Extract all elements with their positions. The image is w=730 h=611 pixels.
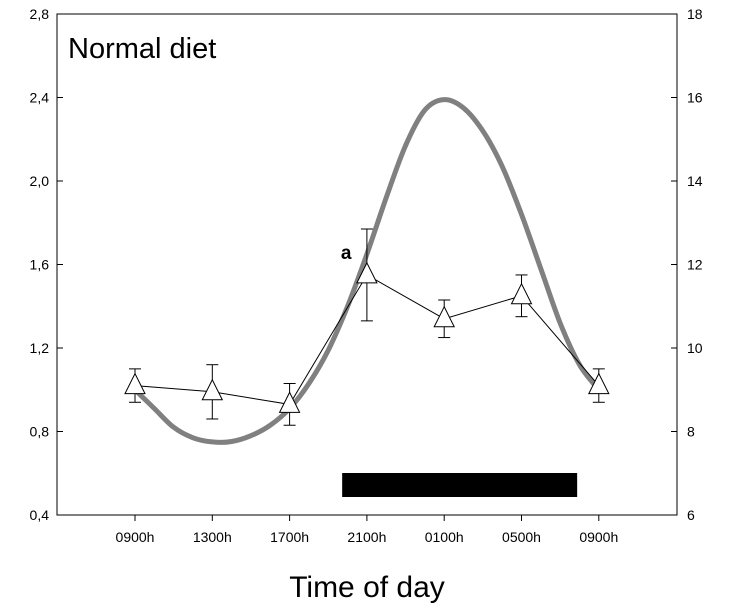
dark-phase-bar [342,473,578,497]
left-y-axis: 0,4 0,8 1,2 1,6 2,0 2,4 2,8 [30,6,63,523]
annotations: a [341,243,352,264]
x-tick-label: 0500h [502,529,541,545]
left-tick-label: 2,0 [30,173,50,189]
x-axis: 0900h 1300h 1700h 2100h 0100h 0500h 0900h [116,515,618,545]
x-tick-label: 0900h [116,529,155,545]
right-tick-label: 6 [687,507,695,523]
right-tick-label: 8 [687,424,695,440]
left-tick-label: 2,4 [30,90,50,106]
x-tick-label: 1700h [270,529,309,545]
data-point-triangle [356,261,378,284]
right-tick-label: 12 [687,257,703,273]
right-y-axis: 6 8 10 12 14 16 18 [671,6,703,523]
data-point-triangle [278,391,301,413]
right-tick-label: 16 [687,90,703,106]
left-tick-label: 1,2 [30,340,50,356]
right-tick-label: 10 [687,340,703,356]
x-tick-label: 2100h [347,529,386,545]
x-tick-label: 1300h [193,529,232,545]
measured-series-group [124,228,610,426]
data-point-triangle [201,378,224,401]
data-point-triangle [587,372,610,395]
panel-title: Normal diet [68,33,216,65]
dark-phase-bar-group [342,473,578,497]
annotation-label: a [341,243,352,264]
right-tick-label: 18 [687,6,703,22]
left-tick-label: 0,4 [30,507,50,523]
data-point-triangle [433,305,456,328]
right-tick-label: 14 [687,173,703,189]
x-tick-label: 0900h [579,529,618,545]
left-tick-label: 2,8 [30,6,50,22]
x-axis-title: Time of day [289,571,445,604]
data-point-triangle [510,282,533,305]
left-tick-label: 0,8 [30,424,50,440]
x-tick-label: 0100h [425,529,464,545]
left-tick-label: 1,6 [30,257,50,273]
data-point-triangle [124,372,146,395]
